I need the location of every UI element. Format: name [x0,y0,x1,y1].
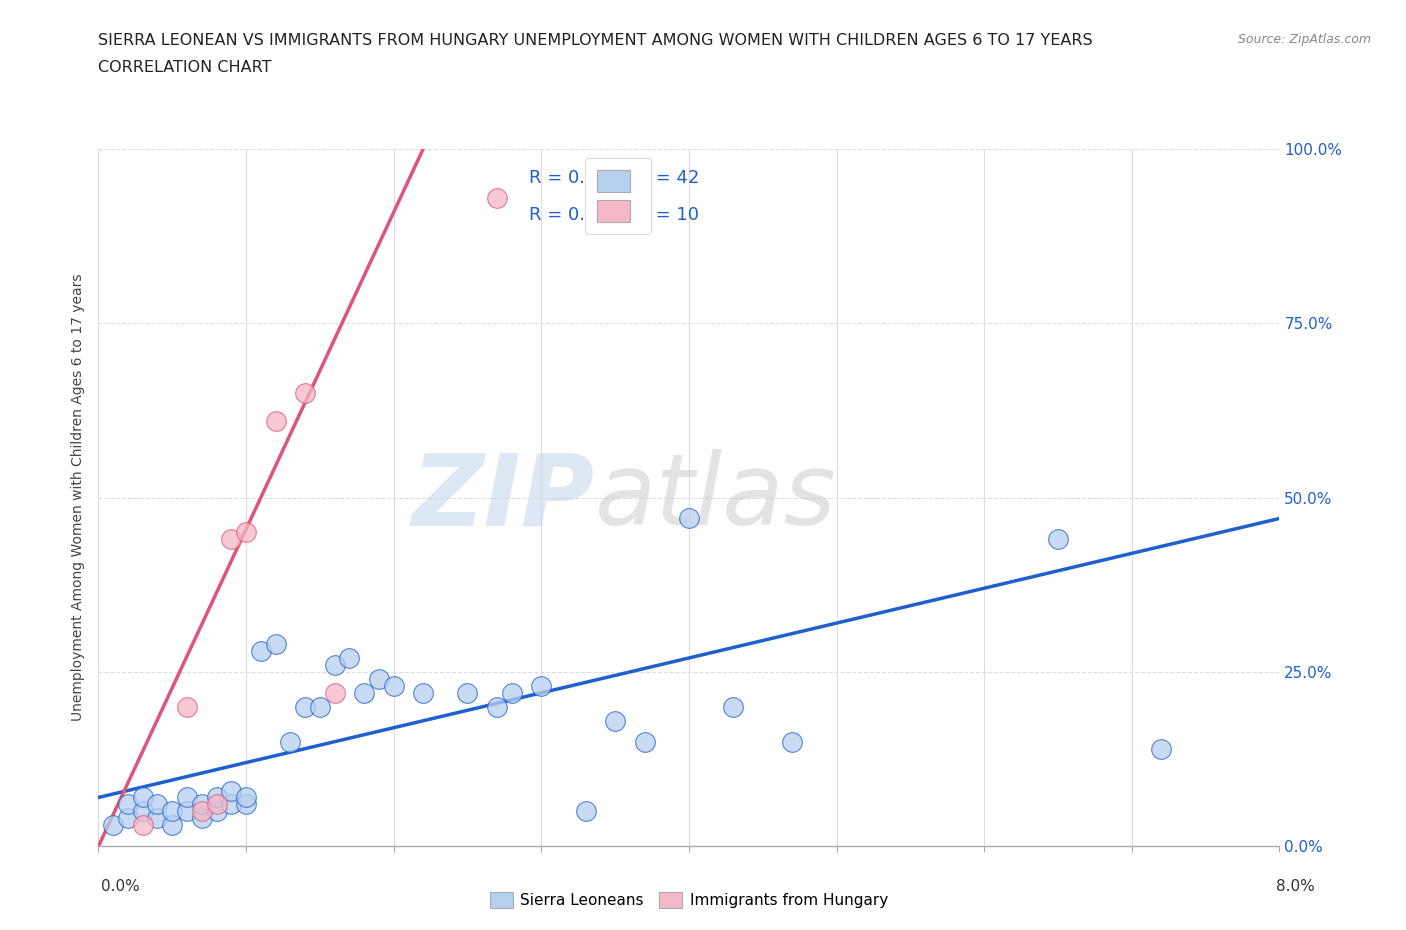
Point [250,644,273,658]
Point [337,651,360,666]
Point [162,818,183,833]
Point [485,699,508,714]
Point [501,685,523,700]
Text: ZIP: ZIP [412,449,595,546]
Point [235,525,257,540]
Point [1046,532,1069,547]
Point [219,532,242,547]
Point [117,797,139,812]
Point [278,735,302,750]
Point [162,804,183,819]
Point [382,679,405,694]
Text: Source: ZipAtlas.com: Source: ZipAtlas.com [1237,33,1371,46]
Point [264,414,287,429]
Point [235,790,257,805]
Point [678,512,700,526]
Text: R = 0.816   N = 10: R = 0.816 N = 10 [530,206,700,224]
Point [323,658,346,672]
Point [191,804,214,819]
Point [264,637,287,652]
Legend: , : , [585,158,651,234]
Point [294,699,316,714]
Point [205,804,228,819]
Point [103,818,125,833]
Text: atlas: atlas [595,449,837,546]
Point [308,699,332,714]
Point [205,797,228,812]
Point [146,797,169,812]
Point [353,685,375,700]
Point [367,671,389,686]
Point [191,797,214,812]
Point [219,797,242,812]
Point [530,679,553,694]
Point [782,735,804,750]
Y-axis label: Unemployment Among Women with Children Ages 6 to 17 years: Unemployment Among Women with Children A… [72,273,86,722]
Point [191,811,214,826]
Point [205,790,228,805]
Text: SIERRA LEONEAN VS IMMIGRANTS FROM HUNGARY UNEMPLOYMENT AMONG WOMEN WITH CHILDREN: SIERRA LEONEAN VS IMMIGRANTS FROM HUNGAR… [98,33,1092,47]
Text: 8.0%: 8.0% [1275,879,1315,894]
Point [235,797,257,812]
Point [146,811,169,826]
Point [176,804,198,819]
Point [485,191,508,206]
Point [117,811,139,826]
Point [132,804,155,819]
Text: CORRELATION CHART: CORRELATION CHART [98,60,271,75]
Point [132,818,155,833]
Point [176,790,198,805]
Text: 0.0%: 0.0% [101,879,141,894]
Point [633,735,655,750]
Point [219,783,242,798]
Point [605,713,627,728]
Point [574,804,596,819]
Legend: Sierra Leoneans, Immigrants from Hungary: Sierra Leoneans, Immigrants from Hungary [485,888,893,913]
Point [294,386,316,401]
Point [721,699,744,714]
Point [132,790,155,805]
Point [412,685,434,700]
Point [456,685,478,700]
Text: R = 0.616   N = 42: R = 0.616 N = 42 [530,169,700,187]
Point [176,699,198,714]
Point [323,685,346,700]
Point [1150,741,1173,756]
